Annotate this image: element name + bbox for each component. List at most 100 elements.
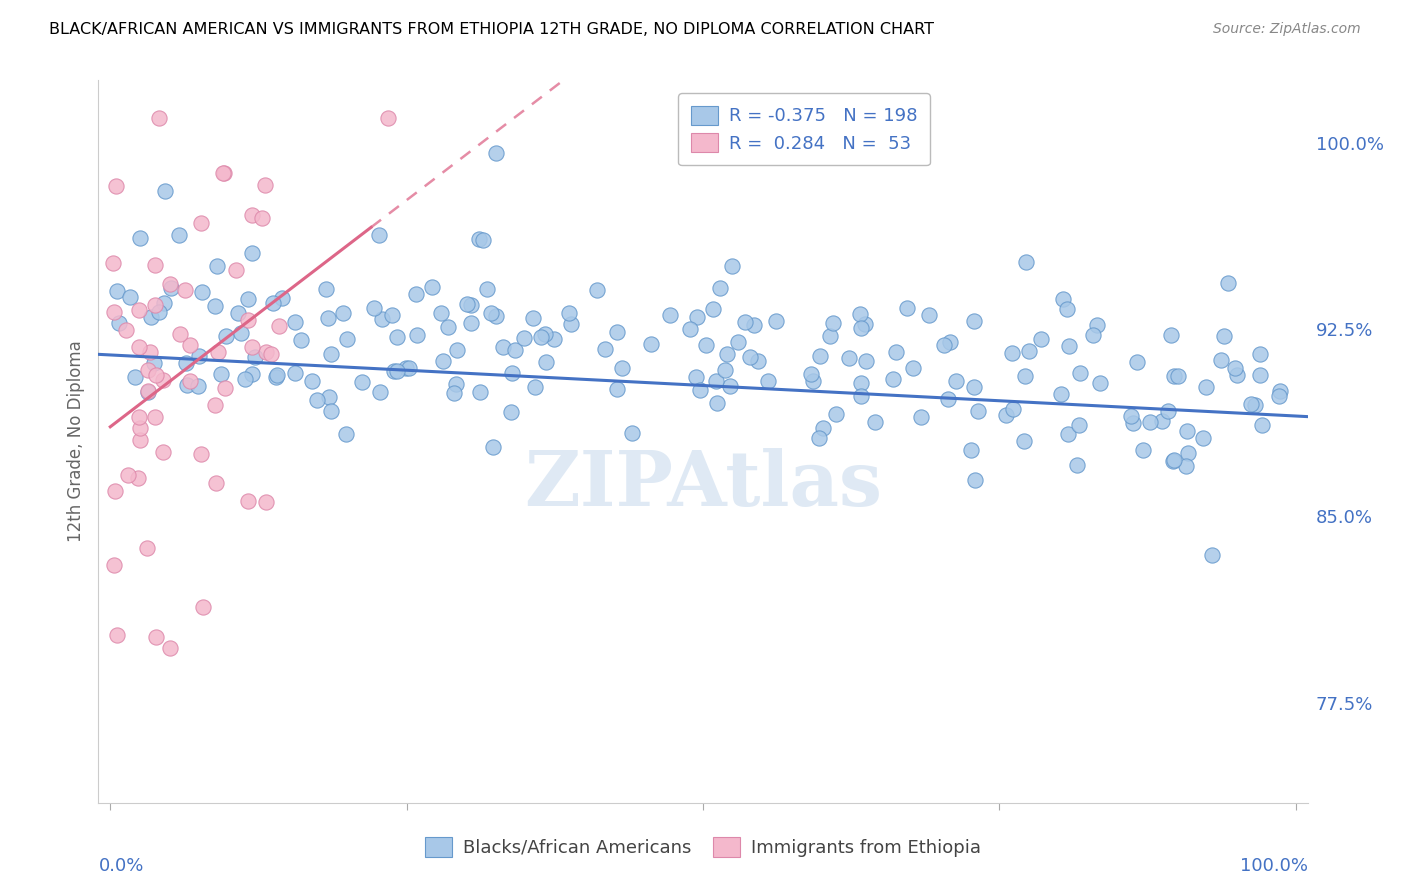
Point [139, 345, 162, 359]
Point [1270, 384, 1292, 398]
Legend: Blacks/African Americans, Immigrants from Ethiopia: Blacks/African Americans, Immigrants fro… [416, 828, 990, 866]
Point [229, 326, 252, 340]
Point [849, 307, 872, 321]
Point [967, 404, 990, 418]
Point [1012, 434, 1035, 448]
Point [855, 354, 877, 368]
Point [522, 310, 544, 325]
Point [179, 374, 201, 388]
Point [936, 392, 959, 406]
Point [686, 310, 709, 324]
Point [706, 396, 728, 410]
Point [252, 211, 274, 226]
Point [153, 295, 176, 310]
Point [160, 281, 183, 295]
Point [211, 166, 233, 180]
Point [1157, 403, 1180, 417]
Point [129, 421, 152, 435]
Point [128, 302, 150, 317]
Point [236, 292, 259, 306]
Point [1139, 415, 1161, 429]
Point [105, 179, 128, 194]
Point [718, 379, 741, 393]
Point [174, 356, 197, 370]
Point [444, 377, 467, 392]
Point [240, 368, 263, 382]
Point [143, 410, 166, 425]
Point [148, 111, 170, 125]
Point [471, 233, 494, 247]
Point [385, 364, 408, 378]
Point [387, 329, 409, 343]
Point [209, 367, 232, 381]
Point [689, 384, 711, 398]
Point [377, 111, 399, 125]
Point [398, 361, 420, 376]
Point [702, 301, 724, 316]
Point [716, 347, 738, 361]
Point [709, 281, 731, 295]
Point [960, 443, 983, 458]
Point [1069, 366, 1091, 380]
Point [738, 350, 761, 364]
Point [1175, 459, 1198, 474]
Point [155, 184, 177, 198]
Point [482, 441, 505, 455]
Point [1251, 418, 1274, 433]
Point [932, 338, 955, 352]
Point [301, 374, 323, 388]
Point [107, 316, 129, 330]
Point [1081, 328, 1104, 343]
Point [243, 350, 266, 364]
Point [382, 364, 405, 378]
Point [513, 331, 536, 345]
Point [1066, 458, 1088, 472]
Point [103, 484, 125, 499]
Point [468, 385, 491, 400]
Point [765, 314, 787, 328]
Point [1160, 327, 1182, 342]
Point [103, 256, 125, 270]
Point [1002, 402, 1025, 417]
Point [1161, 454, 1184, 468]
Point [233, 372, 256, 386]
Point [236, 313, 259, 327]
Point [965, 473, 987, 487]
Point [808, 431, 831, 445]
Point [240, 208, 263, 222]
Point [1085, 318, 1108, 332]
Point [1119, 409, 1142, 424]
Point [612, 361, 634, 376]
Point [117, 468, 139, 483]
Point [128, 434, 150, 448]
Point [207, 259, 229, 273]
Point [503, 343, 526, 358]
Point [721, 259, 744, 273]
Point [240, 246, 263, 260]
Point [501, 367, 523, 381]
Point [800, 367, 823, 381]
Point [1122, 416, 1144, 430]
Point [811, 421, 834, 435]
Point [253, 178, 276, 193]
Point [443, 386, 465, 401]
Point [152, 444, 174, 458]
Point [190, 216, 212, 230]
Point [262, 296, 284, 310]
Point [429, 306, 451, 320]
Point [395, 360, 418, 375]
Point [477, 282, 499, 296]
Point [962, 380, 984, 394]
Point [1216, 277, 1239, 291]
Point [727, 334, 749, 349]
Point [284, 366, 307, 380]
Point [1226, 368, 1249, 382]
Point [446, 343, 468, 357]
Point [824, 407, 846, 421]
Point [420, 280, 443, 294]
Point [838, 351, 860, 366]
Point [820, 329, 842, 343]
Point [135, 541, 157, 555]
Point [136, 362, 159, 376]
Point [963, 314, 986, 328]
